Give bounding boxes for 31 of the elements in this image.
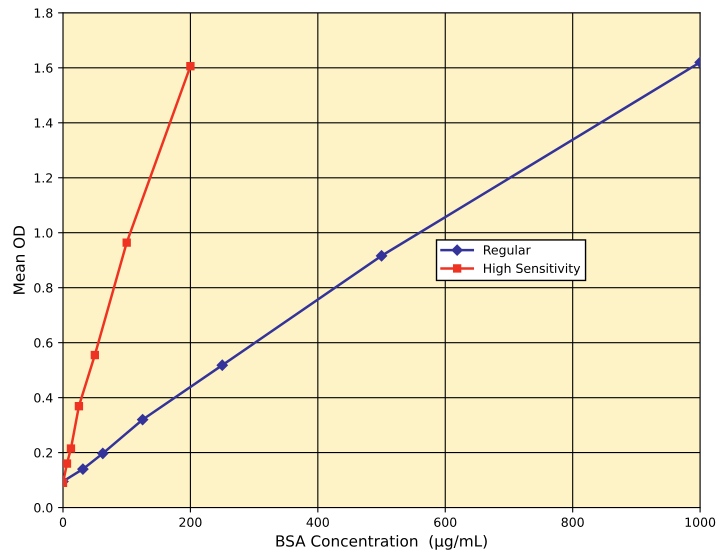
y-tick-label: 0.0	[34, 503, 52, 512]
x-tick-label: 200	[179, 518, 202, 527]
y-tick-label: 1.0	[34, 228, 52, 238]
x-tick-label: 400	[306, 518, 329, 527]
y-tick-label: 0.8	[34, 283, 52, 293]
point	[122, 238, 131, 247]
x-tick-label: 0	[60, 518, 66, 527]
x-tick-label: 1000	[686, 518, 716, 527]
legend-label: Regular	[484, 244, 531, 258]
y-tick-label: 1.8	[34, 8, 52, 18]
y-axis-title: Mean OD	[13, 226, 25, 294]
point	[376, 250, 388, 262]
y-tick-label: 1.4	[34, 118, 53, 128]
y-tick-label: 0.2	[34, 448, 52, 458]
point	[137, 414, 148, 426]
y-tick-label: 1.6	[34, 63, 52, 73]
point	[77, 463, 89, 475]
point	[216, 360, 228, 371]
point	[186, 62, 195, 70]
x-axis-title: BSA Concentration (µg/mL)	[276, 534, 487, 550]
point	[97, 448, 108, 460]
point	[90, 350, 100, 360]
y-tick-label: 0.4	[34, 393, 53, 403]
y-tick-label: 1.2	[34, 173, 52, 183]
x-tick-label: 800	[562, 518, 584, 527]
y-tick-label: 0.6	[34, 338, 52, 348]
point	[74, 402, 84, 410]
x-tick-label: 600	[434, 518, 456, 527]
legend-label: High Sensitivity	[484, 263, 580, 276]
point	[66, 444, 76, 453]
point	[62, 459, 72, 468]
